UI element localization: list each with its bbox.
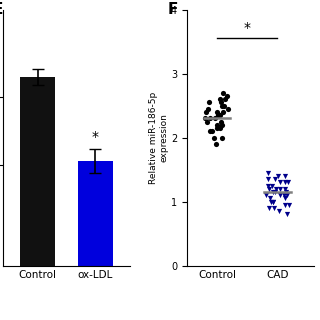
Point	[283, 202, 288, 207]
Point	[216, 113, 221, 118]
Point	[266, 177, 271, 182]
Point	[215, 109, 220, 115]
Point	[276, 209, 281, 214]
Point	[221, 109, 226, 115]
Point	[221, 103, 226, 108]
Point	[269, 199, 274, 204]
Point	[222, 97, 227, 102]
Point	[264, 193, 269, 198]
Bar	[78, 161, 113, 266]
Point	[210, 129, 215, 134]
Point	[277, 180, 283, 185]
Point	[217, 125, 222, 131]
Point	[215, 125, 220, 131]
Point	[267, 205, 272, 211]
Point	[287, 202, 292, 207]
Point	[277, 193, 282, 198]
Point	[219, 100, 224, 105]
Point	[268, 196, 273, 201]
Point	[285, 180, 291, 185]
Point	[270, 189, 275, 195]
Point	[282, 186, 287, 191]
Point	[212, 135, 217, 140]
Text: F: F	[168, 2, 178, 17]
Point	[219, 135, 224, 140]
Point	[276, 173, 281, 179]
Point	[284, 212, 289, 217]
Point	[274, 186, 279, 191]
Point	[213, 141, 218, 147]
Bar	[20, 77, 55, 266]
Point	[217, 113, 222, 118]
Point	[203, 116, 208, 121]
Point	[213, 116, 218, 121]
Point	[272, 177, 277, 182]
Point	[214, 122, 220, 127]
Point	[272, 189, 277, 195]
Point	[283, 196, 288, 201]
Point	[271, 199, 276, 204]
Point	[220, 90, 226, 95]
Point	[225, 93, 230, 99]
Point	[207, 129, 212, 134]
Point	[218, 97, 223, 102]
Point	[206, 100, 212, 105]
Point	[270, 199, 276, 204]
Point	[267, 186, 272, 191]
Point	[265, 183, 270, 188]
Point	[278, 186, 283, 191]
Point	[206, 106, 211, 111]
Point	[284, 189, 289, 195]
Point	[283, 180, 288, 185]
Text: *: *	[244, 21, 251, 35]
Point	[283, 173, 288, 179]
Point	[281, 193, 286, 198]
Point	[271, 205, 276, 211]
Point	[203, 109, 208, 115]
Point	[208, 116, 213, 121]
Point	[226, 106, 231, 111]
Point	[265, 170, 270, 175]
Point	[285, 193, 290, 198]
Point	[220, 103, 225, 108]
Text: E: E	[0, 2, 4, 17]
Point	[270, 183, 275, 188]
Point	[220, 122, 225, 127]
Y-axis label: Relative miR-186-5p
expression: Relative miR-186-5p expression	[149, 92, 168, 184]
Point	[218, 119, 223, 124]
Point	[204, 119, 210, 124]
Text: *: *	[92, 130, 99, 144]
